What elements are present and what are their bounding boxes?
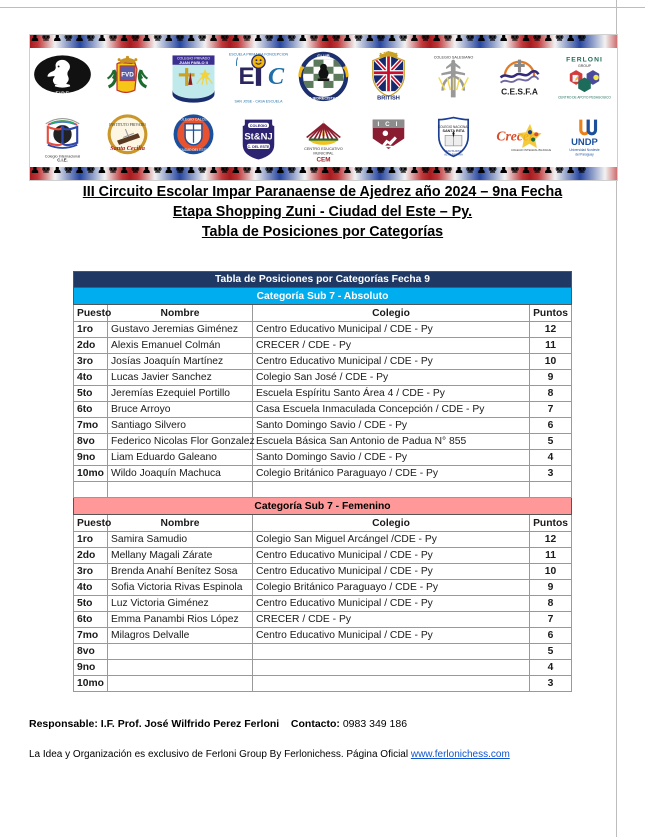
svg-text:ESCUELA PRIMARIA FONCEPCION: ESCUELA PRIMARIA FONCEPCION xyxy=(229,52,289,56)
svg-text:C: C xyxy=(268,63,285,90)
svg-text:FIDE: FIDE xyxy=(56,91,70,97)
svg-text:AJEDRECISTAS: AJEDRECISTAS xyxy=(309,97,338,101)
svg-text:CIUDAD DEL ESTE: CIUDAD DEL ESTE xyxy=(179,148,207,152)
svg-text:St&NJ: St&NJ xyxy=(244,132,272,143)
svg-text:FERLONI: FERLONI xyxy=(566,57,603,64)
svg-text:COLEGIO: COLEGIO xyxy=(250,124,267,128)
svg-text:Santa Cecilia: Santa Cecilia xyxy=(110,145,145,152)
svg-text:GROUP: GROUP xyxy=(578,64,592,68)
svg-text:COLEGIO SALESIANO: COLEGIO SALESIANO xyxy=(434,56,474,60)
svg-text:SAN JOSE - CASA ESCUELA: SAN JOSE - CASA ESCUELA xyxy=(234,100,283,104)
svg-text:ALTO PARANA: ALTO PARANA xyxy=(445,152,464,156)
svg-text:COLEGIO INTEGRAL BILINGUE: COLEGIO INTEGRAL BILINGUE xyxy=(511,148,551,152)
svg-text:BRITISH: BRITISH xyxy=(377,96,400,102)
svg-text:UNDP: UNDP xyxy=(571,137,598,148)
svg-text:CEM: CEM xyxy=(316,157,330,164)
svg-text:I C I: I C I xyxy=(378,121,400,128)
svg-text:📝: 📝 xyxy=(572,75,580,83)
svg-text:E: E xyxy=(238,63,254,90)
svg-text:del Paraguay: del Paraguay xyxy=(575,152,594,156)
svg-text:C.I.E.: C.I.E. xyxy=(57,158,67,163)
svg-text:INSTITUTO PRIVADO: INSTITUTO PRIVADO xyxy=(109,123,146,127)
svg-text:CENTRO DE APOYO PEDAGOGICO: CENTRO DE APOYO PEDAGOGICO xyxy=(558,95,611,99)
svg-text:C. DEL ESTE: C. DEL ESTE xyxy=(247,145,270,149)
svg-text:COLEGIO CALCER: COLEGIO CALCER xyxy=(177,118,209,122)
svg-text:CLUB: CLUB xyxy=(317,54,330,59)
svg-text:MUNICIPAL: MUNICIPAL xyxy=(313,151,333,155)
svg-text:C.E.S.F.A: C.E.S.F.A xyxy=(501,86,538,96)
svg-text:FVD: FVD xyxy=(122,71,135,78)
svg-text:JUAN PABLO II: JUAN PABLO II xyxy=(179,60,208,65)
